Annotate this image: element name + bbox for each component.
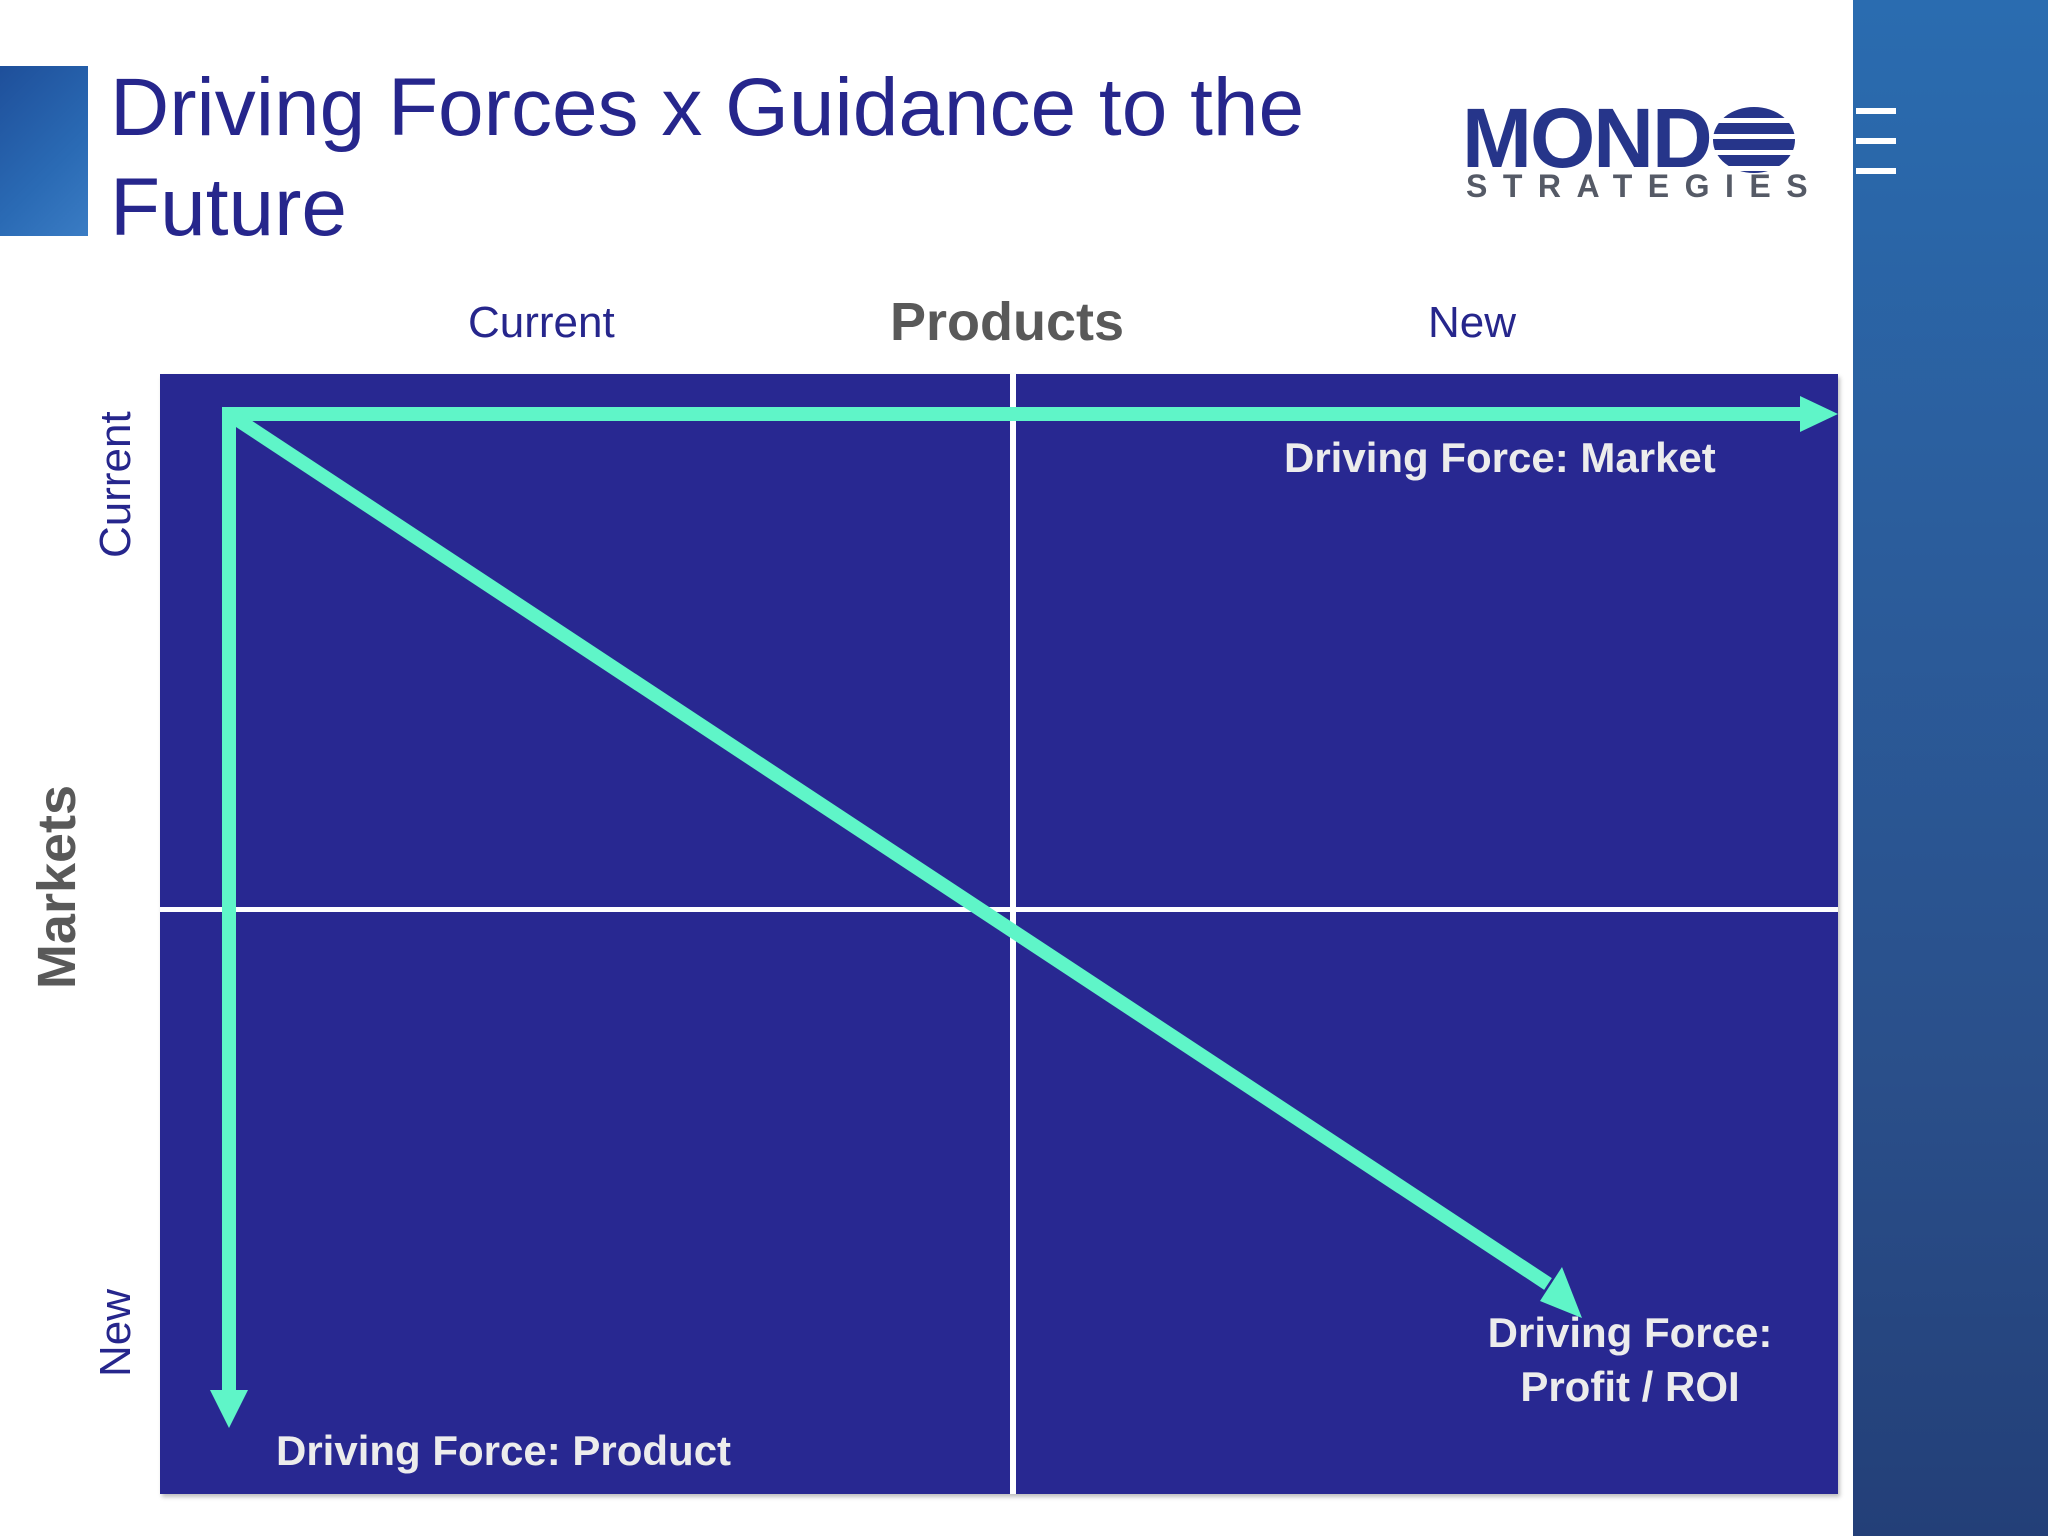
column-label-new: New xyxy=(1428,298,1517,347)
x-axis-title: Products xyxy=(890,292,1125,352)
column-label-current: Current xyxy=(468,298,615,347)
matrix-horizontal-divider xyxy=(160,907,1838,912)
logo-subtitle: STRATEGIES xyxy=(1466,168,1824,204)
band-lines-icon xyxy=(1856,108,1896,182)
slide-title: Driving Forces x Guidance to the Future xyxy=(110,62,1305,253)
force-label-market: Driving Force: Market xyxy=(1284,434,1716,481)
logo-striped-o-icon xyxy=(1712,107,1795,173)
profit-arrowhead-icon xyxy=(1540,1267,1582,1318)
logo-wordmark: MOND xyxy=(1462,96,1795,180)
force-label-profit: Driving Force: Profit / ROI xyxy=(1460,1306,1800,1414)
mondo-strategies-logo: MOND STRATEGIES xyxy=(1462,96,1812,206)
force-label-product: Driving Force: Product xyxy=(276,1427,732,1474)
right-decorative-band xyxy=(1853,0,2048,1536)
title-accent-square xyxy=(0,66,88,236)
market-arrowhead-icon xyxy=(1800,396,1838,432)
force-label-profit-line2: Profit / ROI xyxy=(1520,1363,1740,1410)
profit-arrow-line xyxy=(225,408,1552,1290)
force-label-profit-line1: Driving Force: xyxy=(1487,1309,1773,1356)
product-arrowhead-icon xyxy=(210,1390,248,1428)
